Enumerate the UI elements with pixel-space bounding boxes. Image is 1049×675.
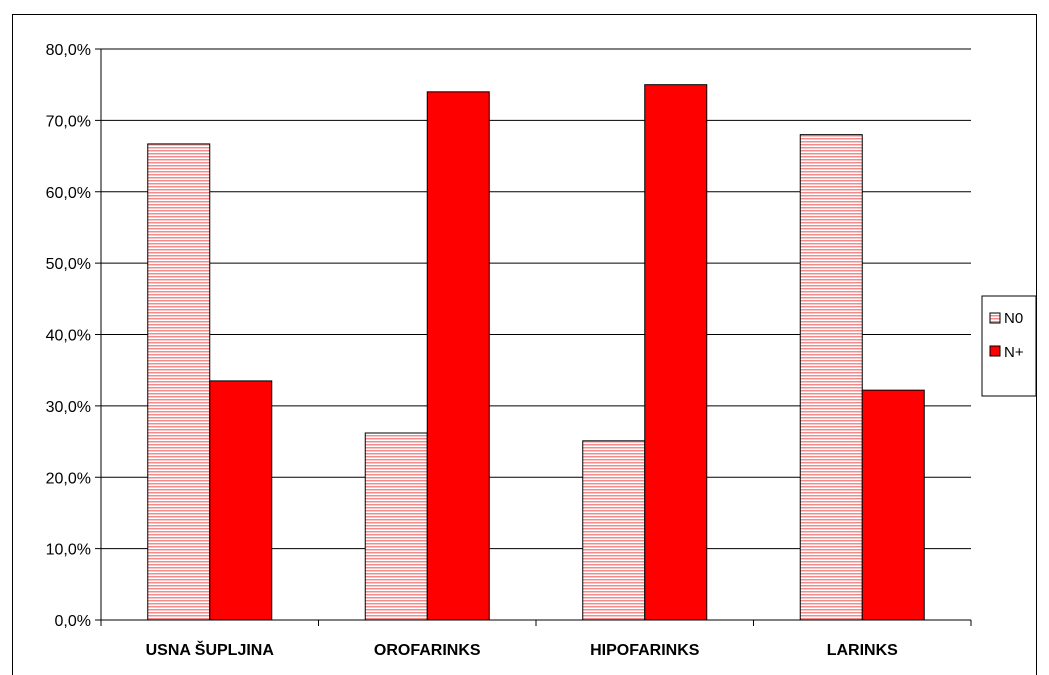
bar-n0 [582, 440, 646, 621]
y-tick-label: 10,0% [46, 542, 91, 559]
x-category-labels: USNA ŠUPLJINA OROFARINKS HIPOFARINKS LARINK… [146, 640, 899, 659]
legend: N0 N+ [981, 295, 1037, 397]
y-tick-label: 30,0% [46, 399, 91, 416]
bar-n0 [799, 134, 863, 621]
y-tick-label: 80,0% [46, 42, 91, 59]
legend-label-n0: N0 [1004, 310, 1023, 327]
y-tick-label: 0,0% [55, 613, 91, 630]
bar-nplus [644, 84, 708, 621]
y-tick-labels: 0,0% 10,0% 20,0% 30,0% 40,0% 50,0% 60,0% 70,0% 8… [46, 42, 91, 630]
x-category-label: HIPOFARINKS [590, 642, 700, 659]
bar-n0 [147, 143, 211, 621]
y-tick-label: 70,0% [46, 113, 91, 130]
axes [100, 49, 972, 626]
y-tick-label: 40,0% [46, 328, 91, 345]
legend-swatch-n0 [989, 312, 1001, 324]
x-category-label: USNA ŠUPLJINA [146, 640, 275, 659]
bars [147, 84, 925, 621]
x-category-label: OROFARINKS [374, 642, 481, 659]
legend-label-nplus: N+ [1004, 344, 1024, 361]
y-tick-label: 60,0% [46, 185, 91, 202]
bar-n0 [364, 432, 428, 621]
bar-nplus [209, 380, 273, 621]
legend-swatch-nplus [989, 345, 1001, 357]
y-tick-label: 20,0% [46, 470, 91, 487]
x-category-label: LARINKS [827, 642, 898, 659]
bar-nplus [861, 389, 925, 621]
bar-nplus [426, 91, 490, 621]
y-tick-label: 50,0% [46, 256, 91, 273]
